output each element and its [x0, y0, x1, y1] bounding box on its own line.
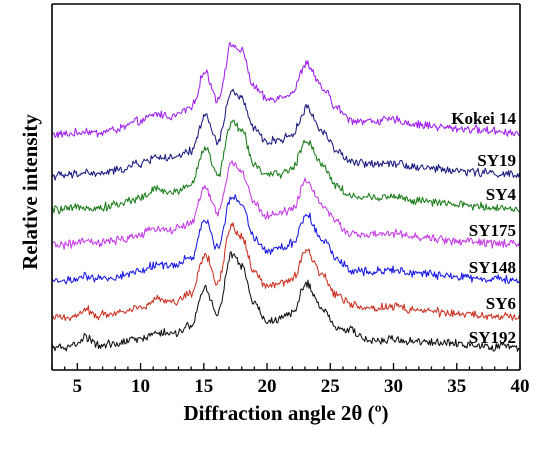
x-axis-ticks: 5 10 15 20 25 30 35 40 [51, 363, 530, 397]
trace-sy175 [51, 160, 521, 250]
trace-group [51, 41, 521, 352]
trace-kokei-14 [51, 41, 520, 139]
x-tick-label: 25 [321, 376, 340, 397]
series-label: Kokei 14 [451, 109, 516, 128]
trace-sy6 [51, 222, 521, 322]
trace-sy19 [51, 88, 521, 181]
series-label-group: Kokei 14 SY19 SY4 SY175 SY148 SY6 SY192 [451, 109, 516, 347]
x-tick-label: 40 [511, 376, 530, 397]
series-label: SY19 [477, 151, 516, 170]
trace-sy148 [51, 194, 520, 285]
trace-sy192 [51, 251, 520, 352]
series-label: SY6 [486, 294, 516, 313]
x-tick-label: 20 [258, 376, 277, 397]
x-tick-label: 10 [131, 376, 150, 397]
x-tick-label: 30 [384, 376, 403, 397]
y-axis-title: Relative intensity [18, 114, 42, 270]
trace-sy4 [51, 119, 520, 215]
x-tick-label: 35 [447, 376, 466, 397]
x-tick-label: 5 [73, 376, 83, 397]
series-label: SY192 [469, 328, 516, 347]
series-label: SY175 [469, 221, 516, 240]
series-label: SY4 [486, 185, 517, 204]
x-axis-title: Diffraction angle 2θ (º) [183, 401, 388, 425]
series-label: SY148 [469, 258, 516, 277]
x-tick-label: 15 [194, 376, 213, 397]
